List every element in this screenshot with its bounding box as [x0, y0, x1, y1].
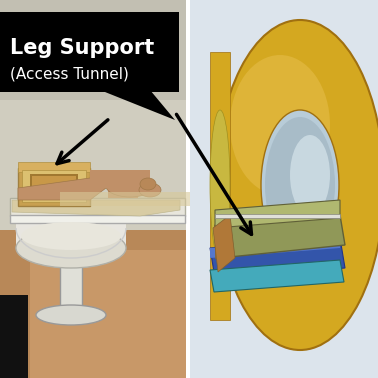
Ellipse shape: [21, 222, 121, 250]
FancyBboxPatch shape: [32, 176, 76, 194]
Text: (Access Tunnel): (Access Tunnel): [10, 67, 129, 82]
Polygon shape: [215, 225, 220, 258]
Ellipse shape: [261, 110, 339, 260]
FancyBboxPatch shape: [18, 168, 90, 206]
FancyBboxPatch shape: [108, 178, 138, 198]
FancyBboxPatch shape: [186, 0, 190, 378]
Polygon shape: [12, 200, 180, 216]
FancyBboxPatch shape: [30, 174, 78, 196]
Polygon shape: [210, 238, 345, 278]
FancyBboxPatch shape: [215, 214, 340, 218]
Ellipse shape: [16, 228, 126, 268]
FancyBboxPatch shape: [10, 215, 185, 223]
Ellipse shape: [265, 117, 335, 253]
Polygon shape: [210, 52, 230, 320]
Polygon shape: [100, 90, 175, 120]
Ellipse shape: [210, 110, 230, 260]
Ellipse shape: [216, 20, 378, 350]
FancyBboxPatch shape: [0, 0, 188, 100]
FancyBboxPatch shape: [30, 250, 188, 378]
FancyBboxPatch shape: [90, 170, 150, 188]
Polygon shape: [210, 238, 340, 258]
FancyBboxPatch shape: [0, 295, 28, 378]
FancyBboxPatch shape: [10, 198, 185, 216]
FancyBboxPatch shape: [190, 0, 378, 378]
FancyBboxPatch shape: [18, 162, 90, 172]
FancyBboxPatch shape: [0, 230, 188, 378]
Ellipse shape: [36, 305, 106, 325]
FancyBboxPatch shape: [0, 100, 188, 230]
FancyBboxPatch shape: [22, 170, 86, 202]
Ellipse shape: [140, 178, 156, 190]
Ellipse shape: [290, 135, 330, 215]
Ellipse shape: [106, 175, 154, 197]
Polygon shape: [213, 215, 235, 272]
Polygon shape: [215, 200, 340, 228]
Polygon shape: [215, 215, 345, 258]
Ellipse shape: [230, 55, 330, 195]
Text: Leg Support: Leg Support: [10, 38, 154, 58]
FancyBboxPatch shape: [60, 192, 190, 206]
FancyBboxPatch shape: [60, 230, 82, 310]
FancyBboxPatch shape: [16, 218, 126, 248]
Ellipse shape: [139, 183, 161, 197]
FancyBboxPatch shape: [0, 12, 179, 92]
Polygon shape: [18, 178, 110, 200]
Polygon shape: [210, 260, 344, 292]
